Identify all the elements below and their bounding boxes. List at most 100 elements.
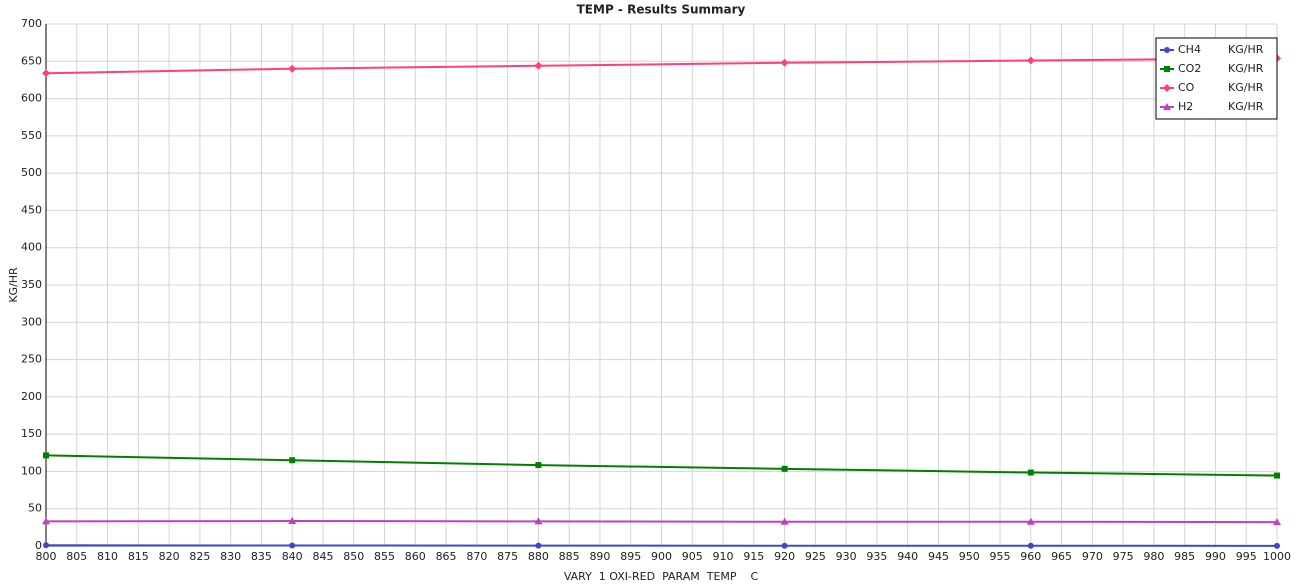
marker <box>535 542 542 549</box>
marker <box>42 69 50 78</box>
x-tick-label: 895 <box>620 550 641 563</box>
x-tick-label: 1000 <box>1263 550 1291 563</box>
legend-marker <box>1164 47 1170 53</box>
legend-marker <box>1163 103 1171 110</box>
x-tick-label: 965 <box>1051 550 1072 563</box>
legend-unit: KG/HR <box>1228 81 1264 94</box>
y-tick-label: 50 <box>28 502 42 515</box>
y-tick-label: 650 <box>21 54 42 67</box>
y-tick-label: 450 <box>21 203 42 216</box>
y-tick-label: 600 <box>21 92 42 105</box>
chart-title: TEMP - Results Summary <box>577 3 746 17</box>
x-tick-label: 955 <box>990 550 1011 563</box>
x-tick-label: 995 <box>1236 550 1257 563</box>
x-tick-label: 985 <box>1174 550 1195 563</box>
legend-box <box>1155 37 1278 120</box>
x-tick-label: 820 <box>159 550 180 563</box>
marker <box>43 542 49 549</box>
x-tick-label: 815 <box>128 550 149 563</box>
marker <box>1027 542 1034 549</box>
series-line <box>45 520 1278 524</box>
series-line <box>45 544 1278 547</box>
y-axis-label: KG/HR <box>7 267 20 303</box>
marker <box>535 462 542 469</box>
x-tick-label: 910 <box>713 550 734 563</box>
x-tick-label: 875 <box>497 550 518 563</box>
marker <box>780 58 789 67</box>
marker <box>1273 518 1281 526</box>
x-tick-label: 810 <box>97 550 118 563</box>
x-tick-label: 860 <box>405 550 426 563</box>
x-tick-label: 845 <box>312 550 333 563</box>
y-tick-label: 300 <box>21 315 42 328</box>
marker <box>1274 542 1280 549</box>
marker <box>534 61 543 70</box>
y-tick-label: 200 <box>21 390 42 403</box>
y-tick-label: 350 <box>21 278 42 291</box>
marker <box>289 542 296 549</box>
y-tick-label: 500 <box>21 166 42 179</box>
x-tick-label: 855 <box>374 550 395 563</box>
y-tick-label: 100 <box>21 464 42 477</box>
legend-unit: KG/HR <box>1228 62 1264 75</box>
y-tick-label: 0 <box>35 539 42 552</box>
legend-marker <box>1164 66 1170 72</box>
legend-unit: KG/HR <box>1228 43 1264 56</box>
x-tick-label: 830 <box>220 550 241 563</box>
x-tick-label: 935 <box>866 550 887 563</box>
x-tick-label: 915 <box>743 550 764 563</box>
x-tick-label: 890 <box>589 550 610 563</box>
x-tick-label: 865 <box>436 550 457 563</box>
marker <box>43 452 49 459</box>
x-tick-label: 900 <box>651 550 672 563</box>
marker <box>781 465 788 472</box>
x-tick-label: 975 <box>1113 550 1134 563</box>
marker <box>288 64 297 73</box>
marker <box>1027 469 1034 476</box>
legend-label: H2 <box>1178 100 1193 113</box>
x-tick-label: 930 <box>836 550 857 563</box>
marker <box>781 542 788 549</box>
legend-label: CO2 <box>1178 62 1201 75</box>
legend-label: CO <box>1178 81 1195 94</box>
legend-unit: KG/HR <box>1228 100 1264 113</box>
y-tick-label: 150 <box>21 427 42 440</box>
x-tick-label: 990 <box>1205 550 1226 563</box>
x-tick-label: 870 <box>466 550 487 563</box>
y-tick-label: 250 <box>21 353 42 366</box>
x-tick-label: 850 <box>343 550 364 563</box>
y-tick-label: 550 <box>21 129 42 142</box>
x-tick-label: 835 <box>251 550 272 563</box>
x-tick-label: 920 <box>774 550 795 563</box>
x-tick-label: 960 <box>1020 550 1041 563</box>
x-tick-label: 905 <box>682 550 703 563</box>
marker <box>42 517 50 525</box>
x-tick-label: 945 <box>928 550 949 563</box>
marker <box>288 517 297 525</box>
x-tick-label: 800 <box>36 550 57 563</box>
marker <box>780 517 789 525</box>
legend-label: CH4 <box>1178 43 1201 56</box>
x-tick-label: 880 <box>528 550 549 563</box>
marker <box>1274 472 1280 479</box>
x-tick-label: 825 <box>189 550 210 563</box>
series-line <box>45 454 1278 477</box>
x-axis-label: VARY 1 OXI-RED PARAM TEMP C <box>564 570 759 583</box>
x-tick-label: 950 <box>959 550 980 563</box>
marker <box>289 457 296 464</box>
marker <box>1026 56 1035 65</box>
x-tick-label: 840 <box>282 550 303 563</box>
legend-marker <box>1163 84 1171 92</box>
marker <box>534 517 543 525</box>
x-tick-label: 980 <box>1143 550 1164 563</box>
marker <box>1026 517 1035 525</box>
x-tick-label: 885 <box>559 550 580 563</box>
series-line <box>45 57 1278 75</box>
x-tick-label: 805 <box>66 550 87 563</box>
y-tick-label: 700 <box>21 17 42 30</box>
x-tick-label: 940 <box>897 550 918 563</box>
x-tick-label: 970 <box>1082 550 1103 563</box>
y-tick-label: 400 <box>21 241 42 254</box>
